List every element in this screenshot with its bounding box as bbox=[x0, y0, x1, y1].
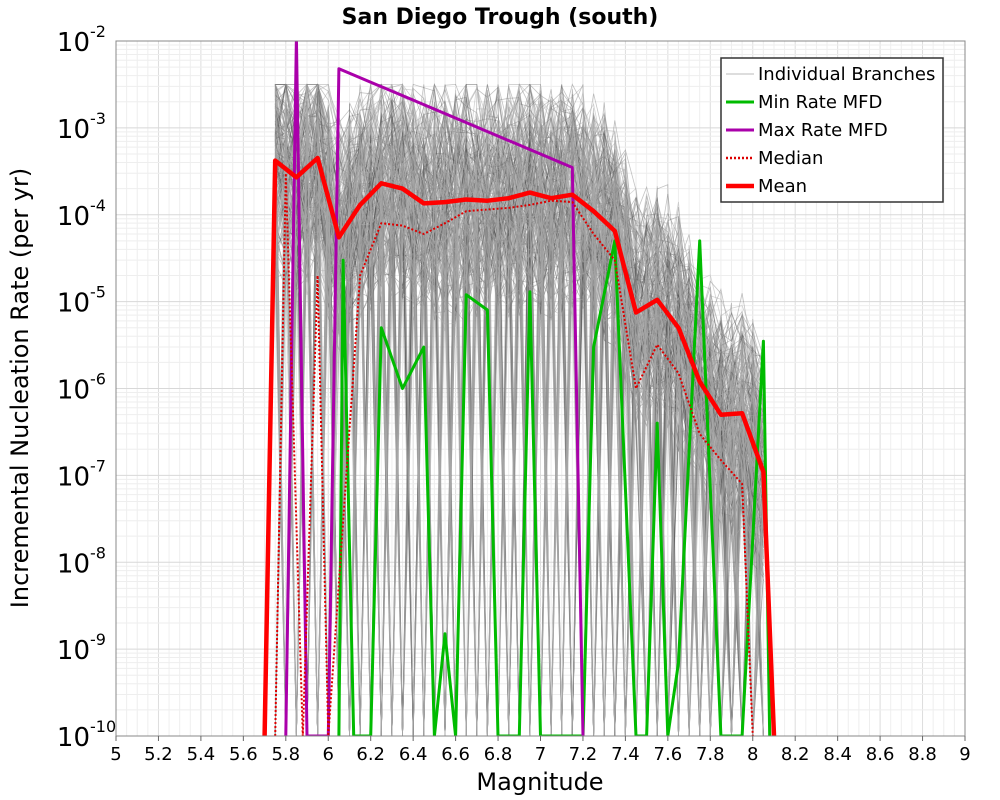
y-tick-label: 10 bbox=[57, 289, 90, 319]
x-tick-label: 6.4 bbox=[399, 744, 428, 765]
branch-line bbox=[274, 146, 764, 736]
y-tick-label: 10 bbox=[57, 723, 90, 753]
y-axis-label: Incremental Nucleation Rate (per yr) bbox=[6, 168, 34, 608]
legend-label: Min Rate MFD bbox=[758, 92, 882, 113]
x-tick-label: 6.8 bbox=[484, 744, 513, 765]
x-tick-label: 5.2 bbox=[144, 744, 173, 765]
y-tick-exponent: -2 bbox=[90, 22, 106, 41]
y-tick-exponent: -6 bbox=[90, 370, 106, 389]
branch-line bbox=[275, 193, 764, 736]
branch-line bbox=[274, 136, 764, 736]
x-tick-label: 7.4 bbox=[611, 744, 640, 765]
y-tick-label: 10 bbox=[57, 636, 90, 666]
x-tick-label: 8.4 bbox=[823, 744, 852, 765]
x-tick-label: 8.6 bbox=[866, 744, 895, 765]
x-tick-label: 7.2 bbox=[569, 744, 598, 765]
x-tick-label: 7 bbox=[535, 744, 546, 765]
x-tick-label: 6.2 bbox=[356, 744, 385, 765]
branch-line bbox=[274, 84, 764, 736]
x-tick-label: 9 bbox=[959, 744, 970, 765]
branch-line bbox=[274, 84, 764, 736]
y-tick-exponent: -10 bbox=[90, 717, 116, 736]
branch-line bbox=[274, 84, 764, 736]
legend-label: Individual Branches bbox=[758, 64, 935, 85]
branch-line bbox=[274, 82, 764, 736]
branch-line bbox=[274, 84, 764, 736]
x-tick-label: 5 bbox=[110, 744, 121, 765]
x-tick-label: 8 bbox=[747, 744, 758, 765]
y-tick-label: 10 bbox=[57, 549, 90, 579]
branch-line bbox=[274, 126, 764, 736]
x-tick-label: 8.8 bbox=[908, 744, 937, 765]
x-axis-label: Magnitude bbox=[476, 768, 603, 796]
y-tick-exponent: -8 bbox=[90, 543, 106, 562]
branch-line bbox=[274, 84, 764, 736]
legend: Individual Branches Min Rate MFD Max Rate … bbox=[720, 57, 944, 203]
x-tick-label: 8.2 bbox=[781, 744, 810, 765]
branch-line bbox=[274, 207, 764, 736]
x-axis-ticks: 5 5.2 5.4 5.6 5.8 6 6.2 6.4 6.6 6.8 7 7.2 7.4 7.6 7.8 8… bbox=[110, 736, 971, 765]
legend-box bbox=[720, 57, 944, 203]
series-mean bbox=[262, 155, 777, 736]
y-tick-label: 10 bbox=[57, 462, 90, 492]
y-tick-label: 10 bbox=[57, 28, 90, 58]
y-tick-exponent: -9 bbox=[90, 630, 106, 649]
x-tick-label: 6 bbox=[323, 744, 334, 765]
branch-line bbox=[274, 127, 764, 736]
branch-line bbox=[274, 162, 764, 736]
x-tick-label: 7.6 bbox=[654, 744, 683, 765]
y-tick-exponent: -4 bbox=[90, 196, 106, 215]
x-tick-label: 5.6 bbox=[229, 744, 258, 765]
y-tick-label: 10 bbox=[57, 202, 90, 232]
branch-line bbox=[274, 84, 764, 736]
x-tick-label: 5.4 bbox=[187, 744, 216, 765]
legend-label: Mean bbox=[758, 176, 807, 197]
x-tick-label: 7.8 bbox=[696, 744, 725, 765]
legend-label: Max Rate MFD bbox=[758, 120, 888, 141]
y-tick-exponent: -3 bbox=[90, 109, 106, 128]
x-tick-label: 5.8 bbox=[271, 744, 300, 765]
x-tick-label: 6.6 bbox=[441, 744, 470, 765]
y-tick-label: 10 bbox=[57, 115, 90, 145]
chart-title: San Diego Trough (south) bbox=[342, 5, 659, 30]
y-tick-exponent: -7 bbox=[90, 456, 106, 475]
y-tick-exponent: -5 bbox=[90, 283, 106, 302]
y-tick-label: 10 bbox=[57, 376, 90, 406]
legend-label: Median bbox=[758, 148, 823, 169]
series-layer bbox=[262, 41, 777, 736]
branch-line bbox=[274, 83, 764, 736]
